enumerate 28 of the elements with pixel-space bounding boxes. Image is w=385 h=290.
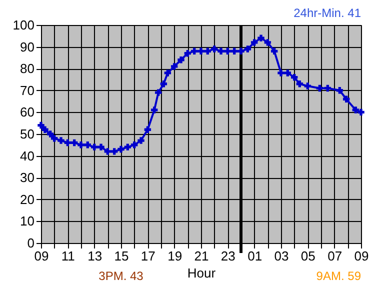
x-tick-label: 19 xyxy=(168,248,182,264)
y-tick-label: 70 xyxy=(20,82,34,98)
text: 24hr-Min. 41 xyxy=(294,6,362,20)
y-tick-label: 50 xyxy=(20,126,34,142)
y-tick-label: 60 xyxy=(20,104,34,120)
y-tick-label: 0 xyxy=(27,236,34,250)
y-tick-label: 100 xyxy=(12,18,34,32)
x-tick-label: 07 xyxy=(328,248,342,264)
x-tick-label: 15 xyxy=(114,248,129,264)
x-tick-label: 23 xyxy=(220,248,236,264)
x-tick-label: 17 xyxy=(140,248,156,264)
y-tick-label: 20 xyxy=(20,192,34,207)
y-tick-label: 90 xyxy=(20,39,34,54)
x-tick-label: 05 xyxy=(300,248,316,264)
x-axis-title: Hour xyxy=(187,266,216,280)
text: 9AM. 59 xyxy=(316,269,362,283)
x-tick-label: 09 xyxy=(354,248,369,264)
x-tick-label: 11 xyxy=(61,248,75,264)
y-tick-label: 10 xyxy=(20,214,34,229)
text: 3PM. 43 xyxy=(98,269,144,283)
x-tick-label: 03 xyxy=(274,248,289,264)
x-tick-label: 21 xyxy=(194,248,209,264)
y-tick-label: 40 xyxy=(20,148,34,164)
x-tick-label: 01 xyxy=(248,248,262,264)
x-tick-label: 09 xyxy=(34,248,49,264)
y-tick-label: 80 xyxy=(20,61,34,76)
y-tick-label: 30 xyxy=(20,170,34,186)
x-tick-label: 13 xyxy=(88,248,102,264)
